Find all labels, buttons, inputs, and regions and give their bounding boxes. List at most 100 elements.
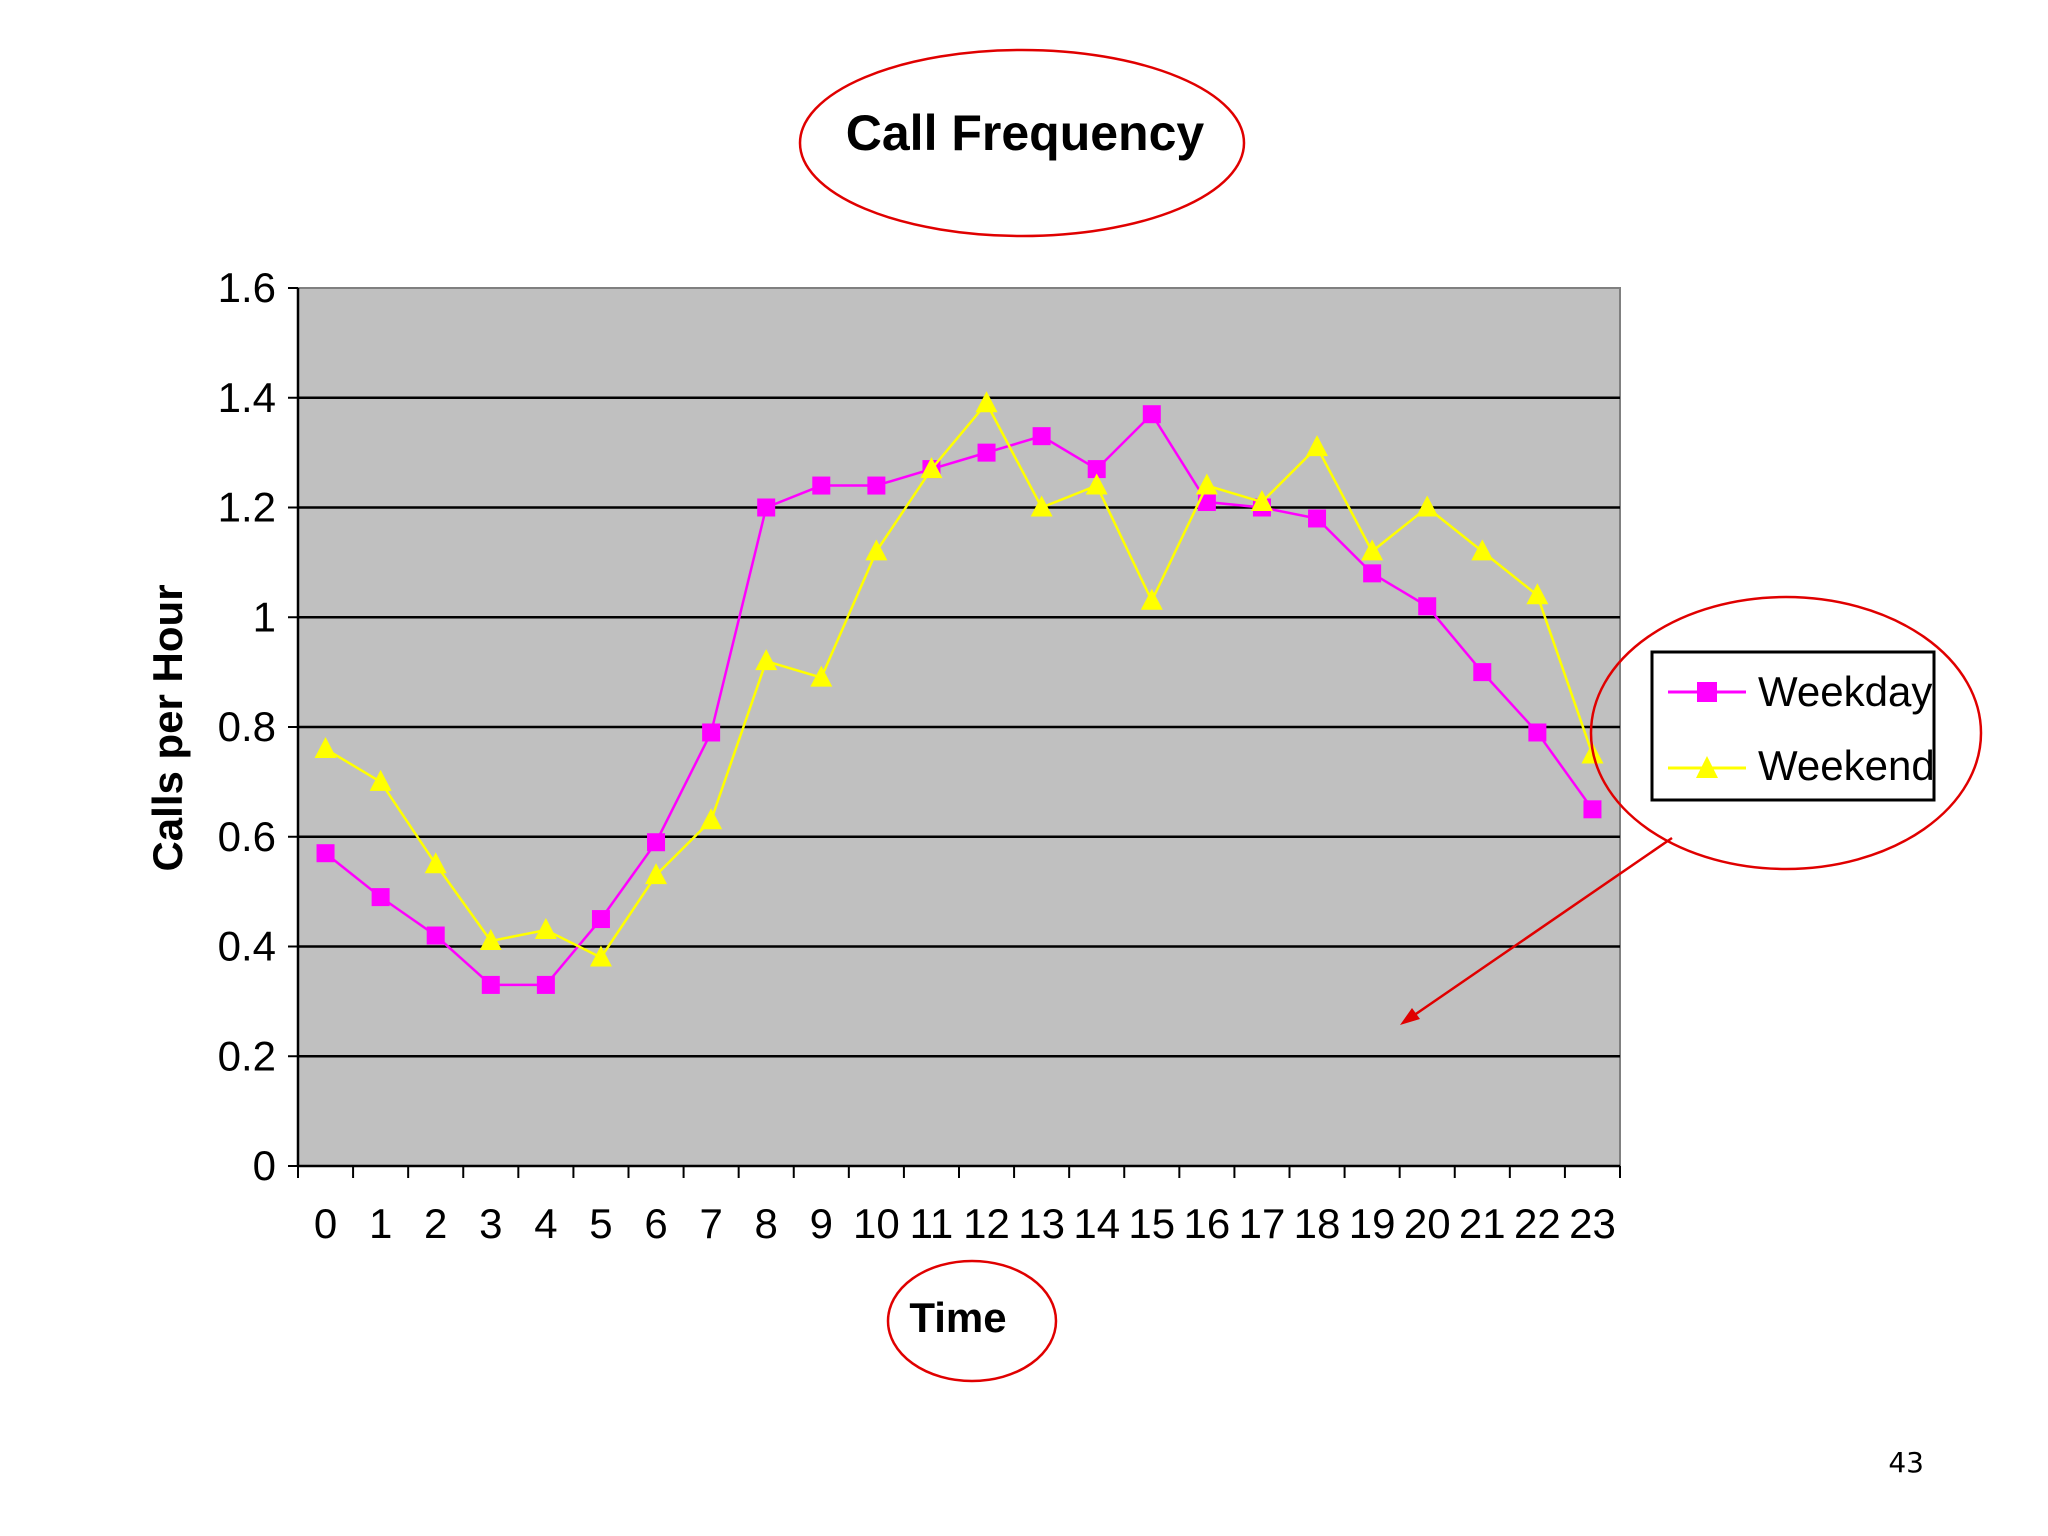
axes	[288, 287, 1621, 1178]
x-tick-label: 10	[853, 1200, 900, 1247]
series-weekend	[314, 391, 1604, 967]
data-point-weekend	[424, 852, 447, 874]
y-tick-label: 0.4	[218, 923, 276, 970]
x-tick-label: 13	[1018, 1200, 1065, 1247]
data-point-weekday	[481, 975, 500, 994]
data-point-weekday	[812, 476, 831, 495]
y-axis-title: Calls per Hour	[144, 584, 191, 871]
data-point-weekday	[757, 498, 776, 517]
data-point-weekend	[1471, 539, 1494, 561]
series	[314, 391, 1604, 994]
series-line-weekend	[324, 401, 1594, 960]
legend-weekend-label: Weekend	[1758, 742, 1935, 789]
x-tick-label: 17	[1239, 1200, 1286, 1247]
legend-weekday-label: Weekday	[1758, 668, 1932, 715]
x-tick-label: 19	[1349, 1200, 1396, 1247]
data-point-weekend	[810, 665, 833, 687]
data-point-weekend	[975, 391, 998, 413]
chart-title: Call Frequency	[846, 105, 1205, 161]
x-tick-label: 3	[479, 1200, 502, 1247]
data-point-weekday	[426, 926, 445, 945]
data-point-weekend	[1140, 588, 1163, 610]
x-axis-title: Time	[909, 1294, 1006, 1341]
y-tick-label: 0.8	[218, 703, 276, 750]
annotation-arrow-head	[1400, 1008, 1420, 1025]
title-highlight-ellipse	[798, 48, 1246, 238]
x-tick-label: 2	[424, 1200, 447, 1247]
x-tick-label: 6	[644, 1200, 667, 1247]
xlabel-highlight-ellipse	[886, 1259, 1058, 1383]
legend-highlight-ellipse	[1589, 595, 1983, 871]
series-weekday	[316, 405, 1602, 994]
x-tick-label: 21	[1459, 1200, 1506, 1247]
y-tick-label: 0.2	[218, 1032, 276, 1079]
y-tick-label: 0.6	[218, 813, 276, 860]
x-tick-label: 1	[369, 1200, 392, 1247]
data-point-weekday	[371, 888, 390, 907]
x-tick-label: 14	[1073, 1200, 1120, 1247]
data-point-weekday	[1528, 723, 1547, 742]
x-tick-label: 5	[589, 1200, 612, 1247]
y-tick-label: 1.2	[218, 484, 276, 531]
data-point-weekend	[369, 769, 392, 791]
data-point-weekend	[1361, 539, 1384, 561]
data-point-weekday	[1308, 509, 1327, 528]
x-tick-label: 23	[1569, 1200, 1616, 1247]
data-point-weekend	[1526, 583, 1549, 605]
data-point-weekday	[316, 844, 335, 863]
x-tick-label: 9	[810, 1200, 833, 1247]
data-point-weekend	[1030, 495, 1053, 517]
gridlines	[298, 396, 1620, 1058]
annotation-arrow-line	[1409, 836, 1673, 1020]
data-point-weekend	[1306, 435, 1329, 457]
data-point-weekday	[591, 910, 610, 929]
data-point-weekday	[647, 833, 666, 852]
x-tick-label: 18	[1294, 1200, 1341, 1247]
x-tick-labels: 0 1 2 3 4 5 6 7 8 9 10 11 12 13 14 15 16 17 18 19 20 21 22 23	[314, 1200, 1616, 1247]
data-point-weekday	[1142, 405, 1161, 424]
data-point-weekend	[589, 945, 612, 967]
data-point-weekend	[1195, 473, 1218, 495]
x-tick-label: 4	[534, 1200, 557, 1247]
data-point-weekend	[1416, 495, 1439, 517]
x-tick-label: 11	[910, 1200, 954, 1247]
x-tick-label: 15	[1128, 1200, 1175, 1247]
data-point-weekday	[1418, 597, 1437, 616]
legend-weekend-marker	[1696, 756, 1718, 778]
data-point-weekday	[1363, 564, 1382, 583]
data-point-weekday	[1197, 493, 1216, 512]
data-point-weekday	[977, 443, 996, 462]
data-point-weekday	[1583, 800, 1602, 819]
data-point-weekend	[920, 457, 943, 479]
data-point-weekend	[534, 918, 557, 940]
data-point-weekend	[314, 736, 337, 758]
data-point-weekday	[536, 975, 555, 994]
data-point-weekend	[1085, 473, 1108, 495]
data-point-weekend	[865, 539, 888, 561]
y-tick-label: 1.4	[218, 374, 276, 421]
data-point-weekend	[1250, 490, 1273, 512]
x-tick-label: 8	[755, 1200, 778, 1247]
x-tick-label: 20	[1404, 1200, 1451, 1247]
data-point-weekend	[755, 649, 778, 671]
x-tick-label: 22	[1514, 1200, 1561, 1247]
data-point-weekend	[479, 929, 502, 951]
data-point-weekday	[702, 723, 721, 742]
x-tick-label: 0	[314, 1200, 337, 1247]
series-line-weekday	[324, 412, 1594, 987]
legend-weekday-marker	[1697, 682, 1717, 702]
data-point-weekday	[1032, 427, 1051, 446]
x-tick-label: 16	[1184, 1200, 1231, 1247]
y-tick-label: 0	[253, 1142, 276, 1189]
data-point-weekday	[867, 476, 886, 495]
y-tick-label: 1.6	[218, 264, 276, 311]
data-point-weekday	[1473, 663, 1492, 682]
data-point-weekday	[1087, 460, 1106, 479]
y-tick-labels: 0 0.2 0.4 0.6 0.8 1 1.2 1.4 1.6	[218, 264, 276, 1189]
y-tick-label: 1	[253, 593, 276, 640]
data-point-weekend	[645, 863, 668, 885]
x-tick-label: 12	[963, 1200, 1010, 1247]
legend: Weekday Weekend	[1650, 650, 1936, 802]
page-number: 43	[1888, 1446, 1924, 1479]
